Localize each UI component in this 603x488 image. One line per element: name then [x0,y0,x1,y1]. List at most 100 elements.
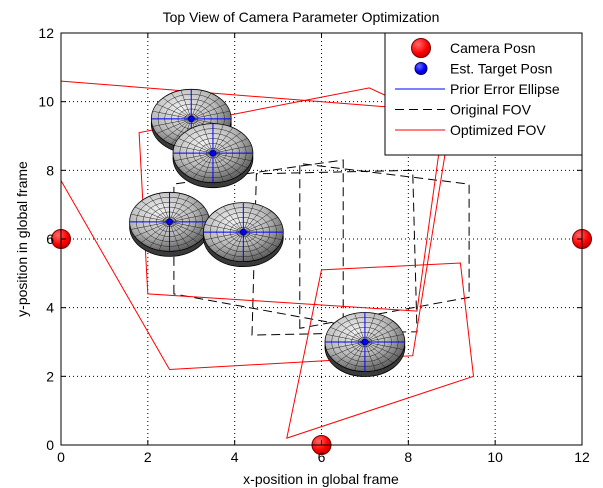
ellipse-spoke [243,206,264,233]
y-tick-label: 8 [46,162,54,178]
y-tick-label: 2 [46,368,54,384]
x-tick-label: 8 [404,449,412,465]
ellipse-spoke [152,118,192,127]
ellipse-spoke [171,93,192,119]
ellipse-spoke [354,313,366,343]
ellipse-spoke [214,211,244,233]
ellipse-spoke [192,127,214,154]
ellipse-spoke [149,221,170,248]
y-tick-label: 12 [38,25,54,41]
x-tick-label: 10 [487,449,503,465]
ellipse-spoke [169,221,190,248]
ellipse-spoke [149,196,170,222]
y-tick-label: 6 [46,231,54,247]
ellipse-spoke [364,327,400,343]
ellipse-spoke [184,132,214,154]
ellipse-spoke [212,145,252,154]
ellipse-spoke [169,221,209,230]
ellipse-spoke [141,221,170,243]
ellipse-spoke [243,217,279,233]
ellipse-spoke [141,200,170,223]
y-axis-label: y-position in global frame [14,161,30,317]
x-tick-label: 12 [574,449,590,465]
legend-entry-label: Est. Target Posn [450,61,552,77]
ellipse-spoke [169,206,205,223]
ellipse-spoke [232,232,244,261]
ellipse-spoke [326,341,365,350]
target-marker [209,149,217,157]
ellipse-spoke [364,341,400,357]
ellipse-spoke [156,103,192,120]
ellipse-spoke [156,118,192,134]
legend-entry-label: Optimized FOV [450,122,546,138]
target-marker [166,218,173,226]
ellipse-spoke [191,103,226,120]
ellipse-spoke [178,138,214,154]
ellipse-spoke [354,341,366,371]
ellipse-spoke [134,206,170,223]
ellipse-spoke [134,221,170,237]
ellipse-spoke [208,231,244,248]
original-fov-polygon [299,162,470,329]
ellipse-spoke [223,206,244,233]
ellipse-spoke [212,153,224,182]
ellipse-spoke [169,221,181,251]
ellipse-spoke [158,221,170,251]
ellipse-spoke [169,200,198,223]
ellipse-spoke [364,341,386,368]
ellipse-spoke [336,341,366,364]
ellipse-spoke [202,124,214,154]
ellipse-spoke [364,313,376,343]
ellipse-spoke [152,110,192,120]
ellipse-spoke [212,152,248,169]
y-tick-label: 4 [46,300,54,316]
ellipse-spoke [243,224,282,233]
ellipse-spoke [326,334,365,343]
ellipse-spoke [243,203,254,233]
ellipse-spoke [336,320,366,343]
ellipse-spoke [204,224,244,233]
ellipse-spoke [330,341,366,357]
ellipse-spoke [214,231,244,254]
ellipse-spoke [243,231,272,254]
legend-entry-label: Prior Error Ellipse [450,81,560,97]
ellipse-spoke [344,316,366,343]
ellipse-spoke [212,132,242,154]
ellipse-spoke [162,97,192,120]
ellipse-spoke [184,152,214,175]
legend: Camera Posn Est. Target Posn Prior Error E… [384,32,583,156]
y-tick-label: 0 [46,437,54,453]
ellipse-spoke [212,124,224,154]
y-tick-label: 10 [38,94,54,110]
ellipse-spoke [174,152,214,162]
ellipse-spoke [158,193,170,222]
ellipse-spoke [364,316,386,343]
ellipse-spoke [191,93,212,119]
ellipse-spoke [212,152,242,175]
legend-entry-label: Camera Posn [450,40,536,56]
ellipse-spoke [169,221,198,243]
ellipse-spoke [212,153,234,179]
ellipse-spoke [208,217,244,233]
ellipse-spoke [169,221,205,237]
chart-title: Top View of Camera Parameter Optimizatio… [163,9,440,25]
optimized-fov-polygon [286,262,475,439]
ellipse-spoke [180,90,192,119]
ellipse-spoke [202,153,214,182]
ellipse-spoke [162,118,192,140]
ellipse-spoke [364,341,394,364]
ellipse-spoke [243,211,272,233]
ellipse-spoke [212,138,248,154]
ellipse-spoke [232,203,244,233]
x-tick-label: 0 [57,449,65,465]
ellipse-spoke [130,213,170,223]
target-marker [187,115,195,123]
target-marker [239,228,247,236]
legend-target-marker [414,62,428,75]
ellipse-spoke [364,341,404,350]
ellipse-spoke [212,152,252,162]
x-axis-label: x-position in global frame [243,471,399,487]
ellipse-spoke [364,320,394,343]
ellipse-spoke [344,341,366,368]
